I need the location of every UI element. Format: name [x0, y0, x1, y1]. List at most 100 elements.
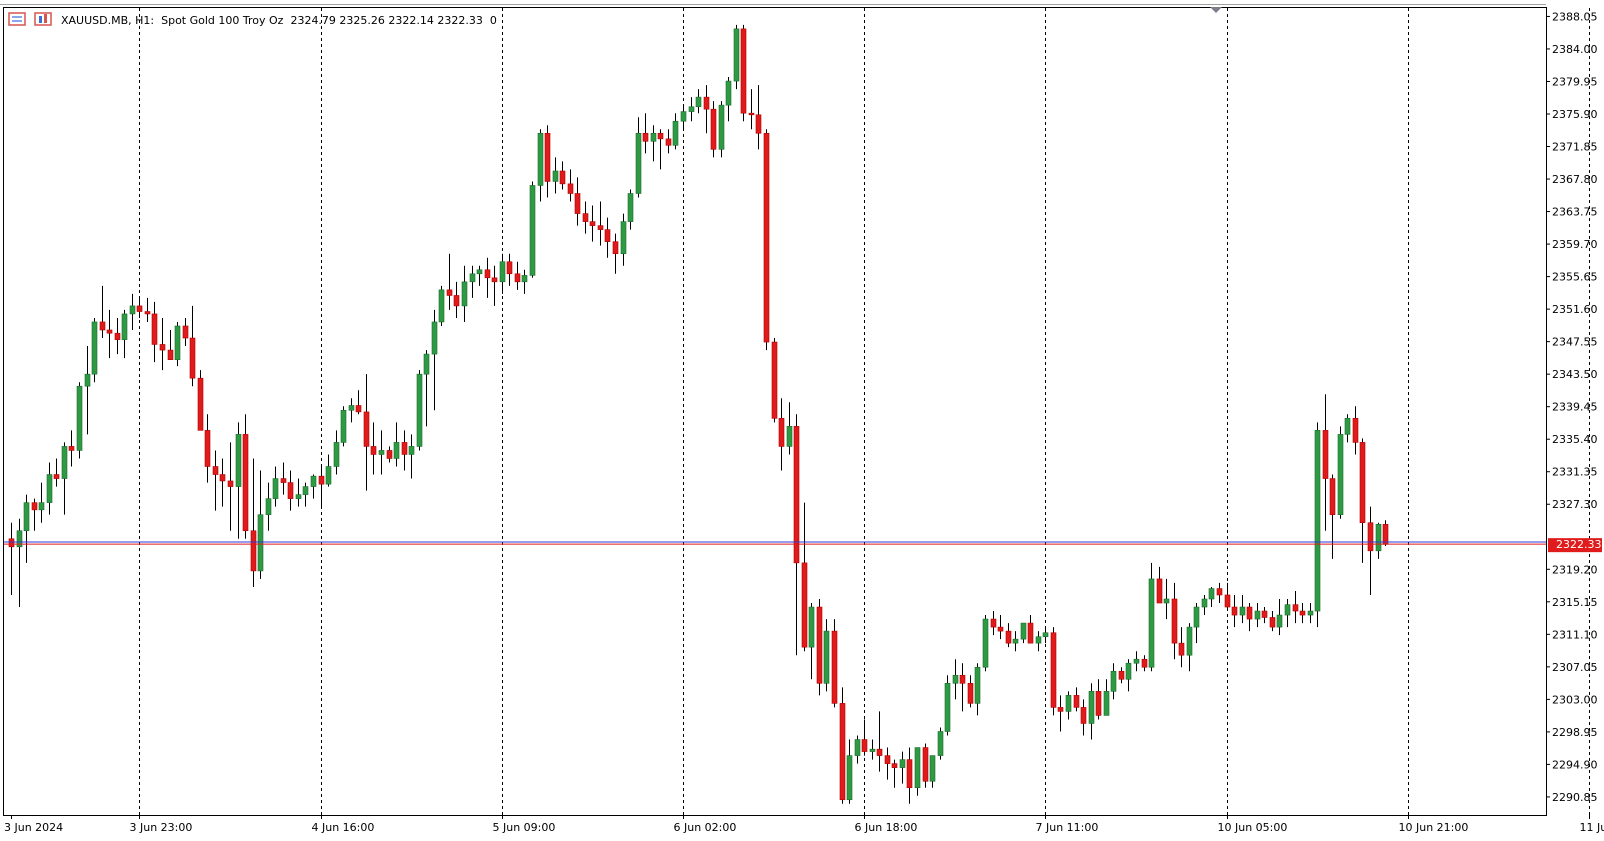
y-tick-label: 2303.00	[1552, 693, 1598, 706]
candle-body	[1285, 605, 1290, 615]
candle-body	[1104, 691, 1109, 715]
candle-body	[1300, 611, 1305, 615]
candle-body	[424, 354, 429, 374]
candle-body	[658, 133, 663, 139]
candle-body	[273, 479, 278, 499]
candle-body	[643, 133, 648, 141]
chart-type-icon[interactable]	[35, 13, 51, 25]
candle-body	[1338, 434, 1343, 514]
candle-body	[485, 270, 490, 278]
candle-body	[689, 107, 694, 112]
candle-body	[719, 105, 724, 149]
candle-body	[1383, 524, 1388, 544]
candle-body	[258, 515, 263, 571]
x-tick-label: 3 Jun 23:00	[130, 821, 193, 834]
candle-body	[885, 756, 890, 764]
candle-body	[281, 479, 286, 483]
y-tick-label: 2311.10	[1552, 628, 1598, 641]
candle-body	[824, 631, 829, 683]
candle-body	[923, 748, 928, 782]
candle-body	[522, 275, 527, 281]
candle-body	[477, 270, 482, 274]
candle-body	[77, 386, 82, 450]
candle-body	[945, 683, 950, 731]
candle-body	[991, 619, 996, 627]
candle-body	[364, 412, 369, 447]
y-tick-label: 2339.45	[1552, 401, 1598, 414]
candle-body	[122, 314, 127, 340]
x-tick-label: 6 Jun 02:00	[674, 821, 737, 834]
x-tick-label: 10 Jun 05:00	[1218, 821, 1288, 834]
candle	[417, 370, 422, 450]
candle-body	[1202, 599, 1207, 607]
candle-body	[696, 97, 701, 107]
candle-body	[870, 749, 875, 751]
y-tick-label: 2290.85	[1552, 791, 1598, 804]
candle-body	[100, 322, 105, 330]
candle	[1315, 422, 1320, 627]
candle	[1051, 627, 1056, 715]
y-tick-label: 2319.20	[1552, 563, 1598, 576]
candle-body	[560, 171, 565, 184]
candle-body	[69, 446, 74, 450]
y-tick-label: 2343.50	[1552, 368, 1598, 381]
candle-body	[673, 121, 678, 145]
candle-body	[1225, 595, 1230, 607]
candle-body	[817, 607, 822, 683]
candle-body	[236, 434, 241, 486]
candle-body	[220, 475, 225, 481]
candle-body	[975, 667, 980, 703]
candle-body	[243, 434, 248, 530]
symbol-list-icon[interactable]	[9, 13, 25, 25]
candle-body	[1209, 589, 1214, 599]
candle-body	[1164, 599, 1169, 603]
candle-body	[900, 760, 905, 768]
candle	[92, 318, 97, 382]
candle-body	[1089, 691, 1094, 723]
candle-body	[1376, 524, 1381, 550]
candle-body	[749, 113, 754, 115]
y-tick-label: 2379.95	[1552, 75, 1598, 88]
candle-body	[500, 262, 505, 282]
candle-body	[319, 476, 324, 484]
candle-body	[832, 631, 837, 703]
y-tick-label: 2335.40	[1552, 433, 1598, 446]
candle-body	[711, 109, 716, 149]
candle-body	[326, 467, 331, 485]
candle-body	[454, 295, 459, 305]
candle-body	[47, 475, 52, 503]
candle-body	[379, 450, 384, 454]
candle-body	[1345, 418, 1350, 434]
candle-body	[1360, 442, 1365, 522]
candle-body	[160, 344, 165, 350]
candle-body	[1013, 639, 1018, 643]
candle-body	[1217, 589, 1222, 595]
candle-body	[840, 703, 845, 799]
candle-body	[1308, 611, 1313, 615]
candle-body	[251, 531, 256, 571]
candle-body	[507, 262, 512, 274]
candle-body	[115, 333, 120, 339]
candle-body	[855, 740, 860, 756]
candle-body	[62, 446, 67, 478]
candle-body	[983, 619, 988, 667]
candle-body	[341, 410, 346, 442]
candle-body	[462, 282, 467, 306]
candle-body	[228, 481, 233, 487]
price-label: 2322.33	[1556, 538, 1602, 551]
candle-body	[417, 374, 422, 446]
x-tick-label: 4 Jun 16:00	[312, 821, 375, 834]
candle-body	[266, 499, 271, 515]
candle-body	[107, 330, 112, 333]
candle-body	[183, 326, 188, 338]
candle-body	[764, 133, 769, 342]
candle-body	[54, 475, 59, 479]
candle-body	[1232, 607, 1237, 615]
candle-body	[930, 756, 935, 782]
candle-body	[1096, 691, 1101, 715]
price-label-badge: 2322.33	[1548, 538, 1602, 552]
candle-body	[1126, 663, 1131, 679]
candle-body	[371, 446, 376, 454]
candle-body	[1074, 695, 1079, 707]
